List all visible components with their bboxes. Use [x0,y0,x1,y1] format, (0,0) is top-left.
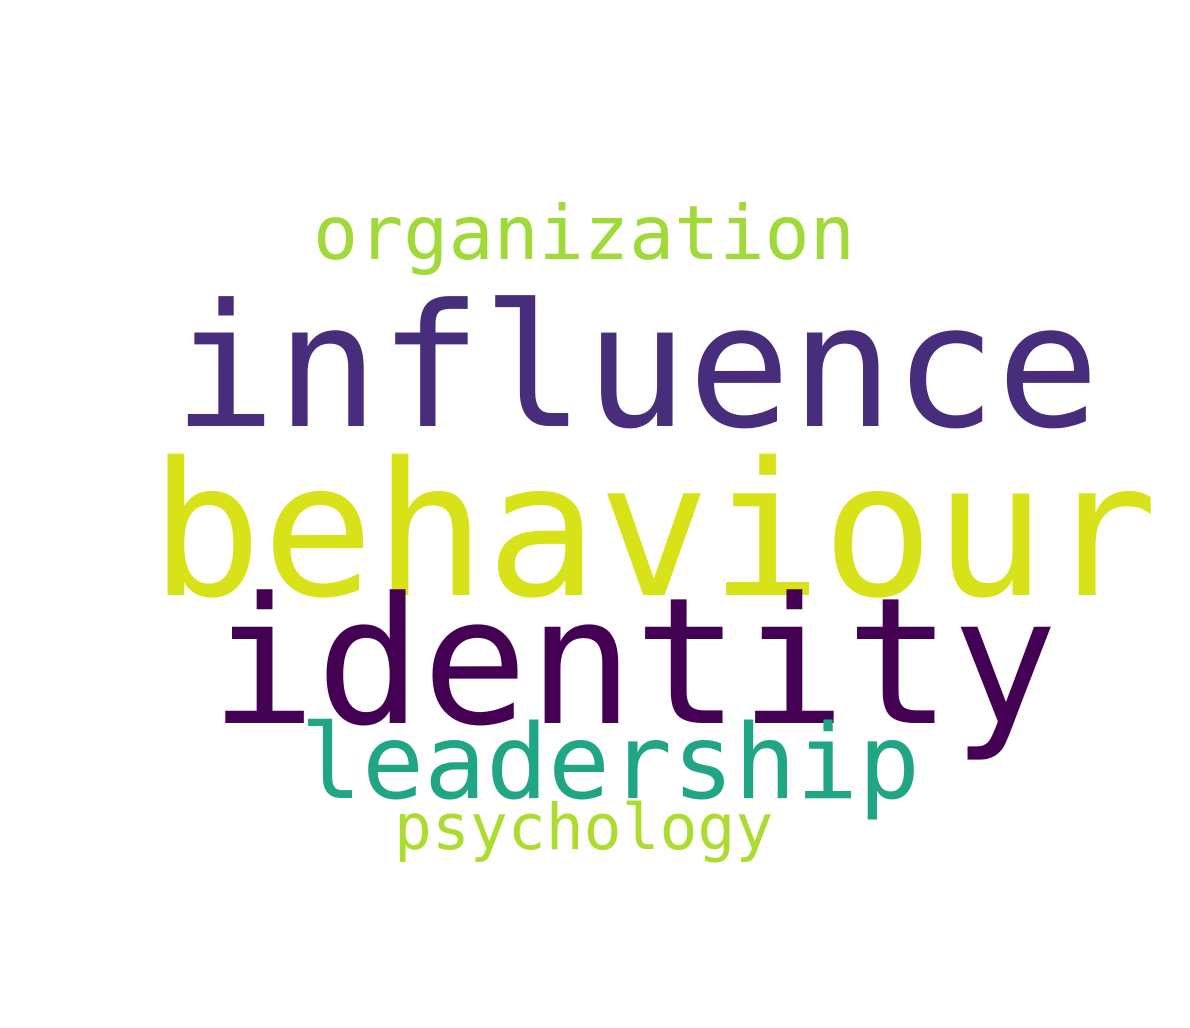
word-identity: identity [210,560,1058,765]
word-behaviour: behaviour [150,422,1158,639]
word-leadership: leadership [300,703,921,823]
word-influence: influence [173,268,1100,467]
word-organization: organization [313,189,855,277]
word-psychology: psychology [394,791,774,864]
